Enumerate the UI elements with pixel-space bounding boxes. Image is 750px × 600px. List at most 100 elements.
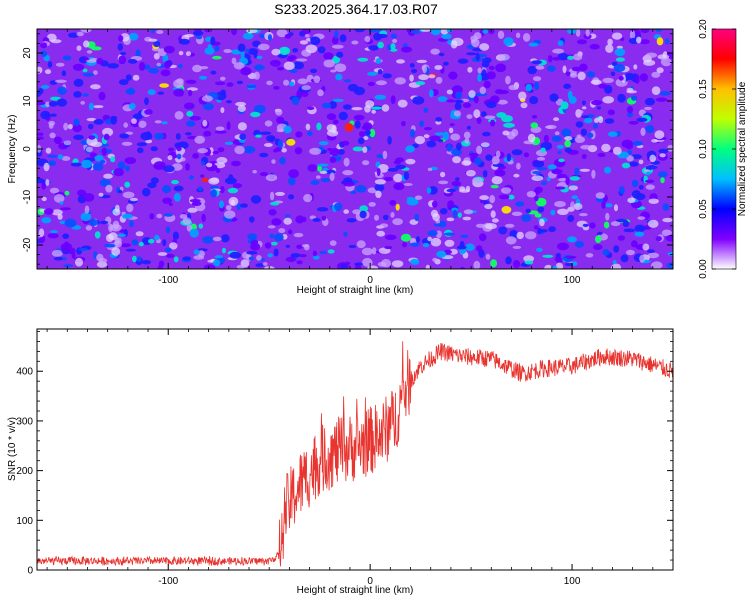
heatmap-blob [376, 230, 386, 237]
heatmap-blob [270, 191, 275, 201]
heatmap-blob [463, 209, 474, 215]
heatmap-blob [655, 97, 668, 102]
heatmap-blob [454, 99, 464, 104]
heatmap-blob [319, 170, 328, 174]
heatmap-blob [350, 190, 357, 195]
heatmap-blob [357, 57, 369, 62]
heatmap-blob [655, 29, 663, 33]
heatmap-blob [368, 202, 376, 207]
heatmap-blob [369, 128, 376, 138]
heatmap-blob [289, 69, 298, 73]
heatmap-blob [422, 64, 428, 74]
heatmap-blob [655, 236, 662, 242]
heatmap-blob [531, 114, 538, 119]
heatmap-blob [491, 218, 499, 223]
heatmap-blob [591, 169, 596, 179]
heatmap-blob [636, 36, 642, 44]
heatmap-blob [48, 160, 57, 166]
heatmap-blob [534, 195, 539, 202]
heatmap-blob [644, 97, 656, 106]
heatmap-blob [138, 241, 144, 247]
heatmap-blob [240, 50, 245, 60]
heatmap-blob [40, 50, 47, 57]
heatmap-blob [193, 255, 205, 260]
heatmap-blob [442, 131, 449, 141]
heatmap-blob [448, 127, 454, 134]
heatmap-blob [479, 195, 489, 201]
heatmap-blob [45, 101, 50, 108]
heatmap-blob [278, 46, 291, 56]
heatmap-blob [140, 132, 153, 141]
heatmap-blob [41, 217, 52, 224]
heatmap-blob [659, 91, 671, 96]
heatmap-blob [452, 156, 461, 164]
heatmap-blob [110, 115, 118, 120]
heatmap-blob [381, 259, 391, 268]
heatmap-blob [343, 209, 350, 214]
heatmap-blob [84, 205, 90, 214]
heatmap-blob [575, 29, 581, 37]
heatmap-blob [568, 185, 578, 191]
heatmap-blob [438, 52, 445, 57]
heatmap-blob [167, 155, 173, 161]
heatmap-blob [521, 214, 532, 223]
heatmap-blob [505, 236, 517, 245]
heatmap-blob [284, 33, 292, 39]
heatmap-blob [612, 146, 622, 155]
heatmap-blob [158, 260, 165, 268]
heatmap-blob [334, 63, 347, 72]
heatmap-blob [556, 173, 568, 180]
heatmap-blob [88, 135, 96, 140]
heatmap-blob [107, 63, 119, 69]
heatmap-blob [62, 55, 72, 61]
heatmap-blob [119, 133, 130, 139]
heatmap-blob [237, 104, 246, 113]
heatmap-blob [531, 175, 544, 181]
heatmap-blob [516, 162, 521, 170]
heatmap-blob [63, 140, 72, 146]
heatmap-blob [358, 131, 366, 137]
heatmap-blob [477, 73, 482, 82]
heatmap-blob [390, 33, 397, 39]
heatmap-blob [150, 29, 155, 34]
heatmap-blob [466, 52, 477, 56]
heatmap-blob [191, 201, 202, 207]
heatmap-blob [375, 190, 382, 199]
heatmap-blob [427, 236, 432, 242]
heatmap-blob [231, 160, 241, 167]
heatmap-blob [506, 153, 511, 162]
heatmap-blob [553, 117, 560, 122]
heatmap-blob [595, 192, 605, 199]
heatmap-blob [194, 135, 205, 144]
heatmap-blob [229, 251, 241, 259]
heatmap-blob [484, 223, 497, 230]
heatmap-blob [68, 124, 73, 130]
heatmap-blob [563, 83, 572, 90]
heatmap-blob [397, 99, 408, 108]
heatmap-blob [124, 157, 137, 165]
heatmap-blob [484, 115, 496, 120]
heatmap-blob [643, 169, 651, 173]
heatmap-blob [430, 48, 440, 55]
heatmap-blob [248, 256, 255, 261]
heatmap-blob [112, 220, 120, 230]
heatmap-blob [310, 36, 321, 45]
heatmap-blob [184, 132, 192, 136]
heatmap-blob [125, 165, 130, 172]
heatmap-blob [561, 128, 572, 138]
heatmap-blob [310, 180, 320, 185]
snr-series-line [37, 341, 673, 567]
heatmap-blob [259, 131, 272, 135]
heatmap-blob [173, 192, 181, 202]
heatmap-blob [604, 166, 612, 174]
heatmap-blob [210, 189, 218, 198]
y-tick-label: 20 [22, 47, 33, 59]
heatmap-blob [565, 71, 571, 76]
heatmap-blob [614, 48, 626, 57]
heatmap-blob [414, 195, 423, 200]
heatmap-blob [82, 193, 95, 202]
heatmap-blob [172, 231, 179, 240]
heatmap-blob [403, 183, 413, 186]
heatmap-blob [423, 107, 429, 113]
colorbar-tick-label: 0.15 [698, 79, 709, 99]
